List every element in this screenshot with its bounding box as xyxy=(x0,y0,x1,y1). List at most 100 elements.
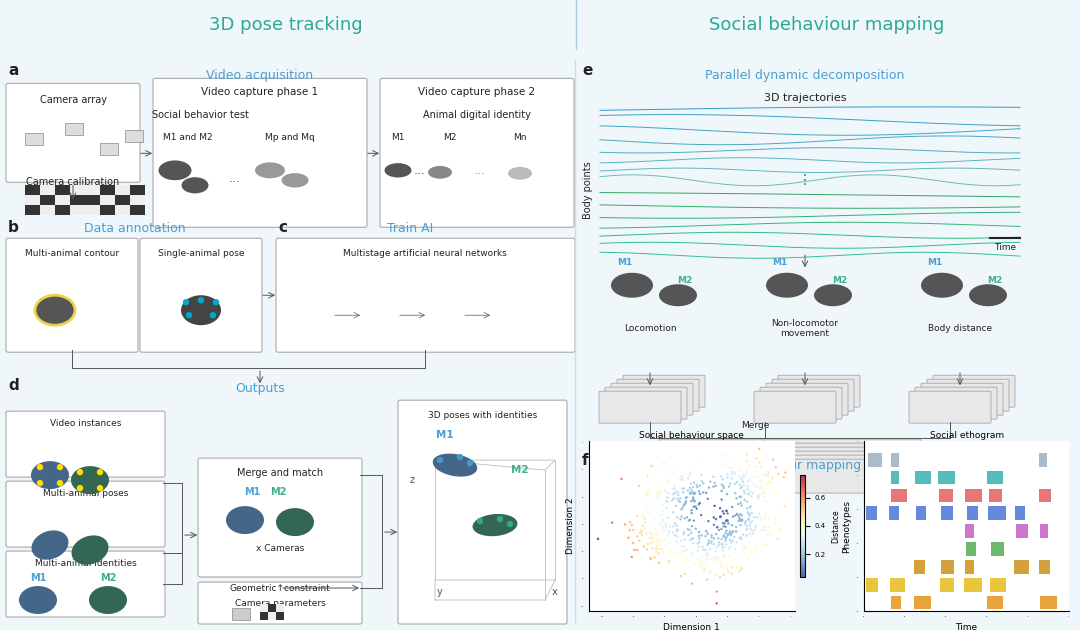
Point xyxy=(713,495,730,505)
Point xyxy=(718,506,735,516)
Point xyxy=(744,529,761,539)
Point xyxy=(768,518,785,528)
Point xyxy=(741,509,758,519)
Point xyxy=(677,546,694,556)
Ellipse shape xyxy=(19,586,57,614)
Circle shape xyxy=(199,298,203,303)
Point xyxy=(631,536,648,546)
Point xyxy=(753,513,770,523)
Bar xyxy=(1040,524,1049,538)
Point xyxy=(715,481,732,491)
Text: Locomotion: Locomotion xyxy=(623,324,676,333)
Point xyxy=(775,501,793,512)
Text: M1: M1 xyxy=(618,258,633,266)
Point xyxy=(702,554,719,564)
Point xyxy=(737,543,754,553)
Point xyxy=(612,474,630,484)
Point xyxy=(671,496,688,507)
Point xyxy=(723,528,740,538)
Point xyxy=(707,514,725,524)
Point xyxy=(633,525,650,536)
Point xyxy=(753,490,770,500)
Point xyxy=(666,530,684,540)
Point xyxy=(712,503,729,513)
Point xyxy=(699,551,716,561)
Point xyxy=(743,508,760,518)
Point xyxy=(621,525,638,535)
FancyBboxPatch shape xyxy=(647,447,909,481)
Point xyxy=(692,510,710,520)
Point xyxy=(717,522,734,532)
Bar xyxy=(1040,596,1057,609)
Point xyxy=(700,516,717,526)
Point xyxy=(676,542,693,552)
Point xyxy=(761,530,779,541)
Text: 3D pose tracking: 3D pose tracking xyxy=(210,16,363,34)
Point xyxy=(683,528,700,538)
Point xyxy=(727,510,744,520)
Point xyxy=(740,475,757,485)
Point xyxy=(653,500,671,510)
Point xyxy=(733,501,751,511)
FancyBboxPatch shape xyxy=(611,383,693,415)
Point xyxy=(732,533,750,543)
FancyBboxPatch shape xyxy=(617,379,699,411)
Bar xyxy=(25,185,40,195)
Bar xyxy=(85,205,100,215)
Point xyxy=(730,512,747,522)
Bar xyxy=(268,612,276,620)
Point xyxy=(681,535,699,545)
Point xyxy=(634,521,651,531)
Point xyxy=(692,561,710,571)
Bar xyxy=(260,612,268,620)
FancyBboxPatch shape xyxy=(754,391,836,423)
Bar xyxy=(260,604,268,612)
Point xyxy=(743,471,760,481)
Point xyxy=(724,520,741,530)
Bar xyxy=(987,471,1003,484)
Text: Social behaviour mapping: Social behaviour mapping xyxy=(699,459,862,472)
Point xyxy=(639,539,657,549)
Point xyxy=(715,554,732,564)
Bar xyxy=(866,507,877,520)
Bar xyxy=(889,507,899,520)
Point xyxy=(732,509,750,519)
Bar xyxy=(964,489,983,502)
Point xyxy=(669,512,686,522)
Point xyxy=(647,529,664,539)
Point xyxy=(711,525,728,535)
Point xyxy=(680,525,698,535)
Text: c: c xyxy=(278,220,287,235)
Point xyxy=(742,486,759,496)
Point xyxy=(724,536,741,546)
Text: a: a xyxy=(8,64,18,78)
Text: Multistage artificial neural networks: Multistage artificial neural networks xyxy=(343,249,507,258)
Ellipse shape xyxy=(611,273,653,298)
Point xyxy=(757,541,774,551)
Point xyxy=(700,483,717,493)
Point xyxy=(675,542,692,552)
Point xyxy=(676,554,693,564)
Point xyxy=(653,510,671,520)
FancyBboxPatch shape xyxy=(933,375,1015,407)
Point xyxy=(760,522,778,532)
Point xyxy=(729,510,746,520)
Point xyxy=(633,527,650,537)
Point xyxy=(698,554,715,564)
Point xyxy=(718,532,735,542)
Text: Body points: Body points xyxy=(583,161,593,219)
Point xyxy=(665,547,683,557)
FancyBboxPatch shape xyxy=(653,443,915,477)
Point xyxy=(667,536,685,546)
FancyBboxPatch shape xyxy=(6,481,165,547)
Point xyxy=(708,587,726,597)
Point xyxy=(762,523,780,533)
Point xyxy=(696,565,713,575)
Text: e: e xyxy=(582,64,592,78)
Point xyxy=(711,557,728,567)
Text: ...: ... xyxy=(229,172,241,185)
Point xyxy=(733,534,751,544)
Point xyxy=(747,461,765,471)
Bar xyxy=(70,205,85,215)
Point xyxy=(718,539,735,549)
